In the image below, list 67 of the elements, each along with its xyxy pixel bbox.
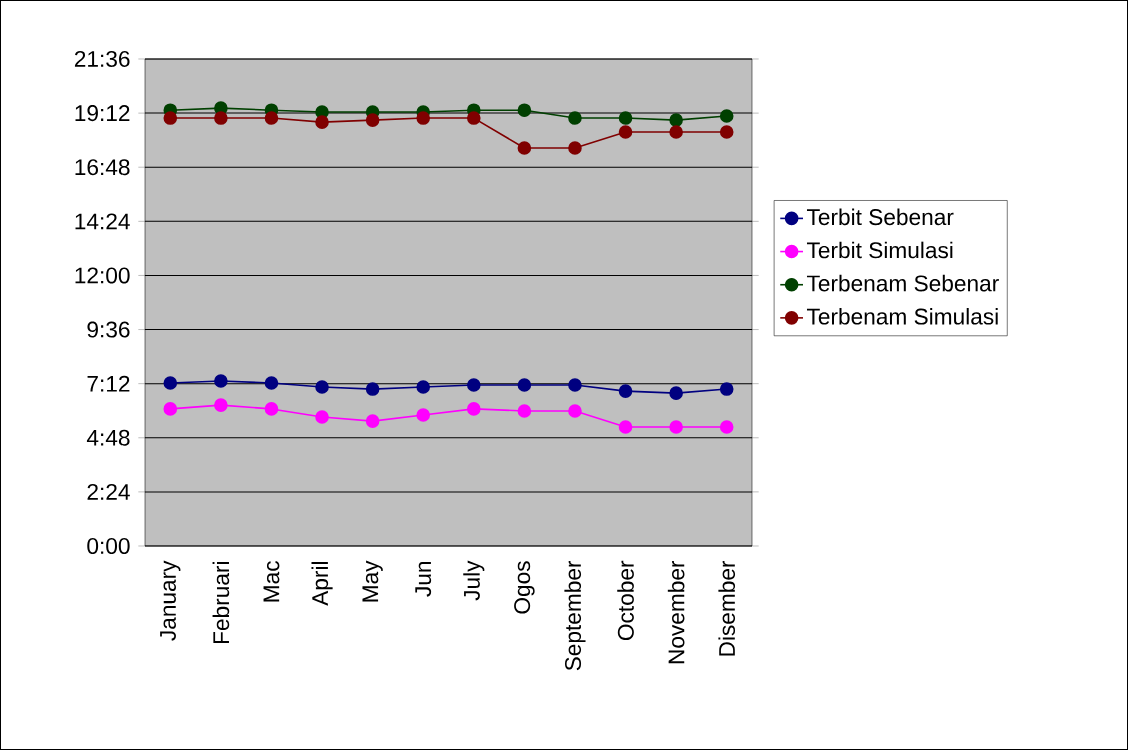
legend-label: Terbit Simulasi [806,241,953,259]
point [264,111,279,125]
x-tick-label: Jun [415,561,432,597]
x-tick-label: October [617,560,634,641]
y-tick-label: 4:48 [86,429,130,446]
point [618,420,633,434]
point [669,113,683,127]
point [568,378,582,392]
point [416,408,431,422]
point [568,111,582,125]
x-tick-label: Disember [718,560,736,656]
point [669,420,683,434]
point [517,141,532,155]
point [264,402,279,416]
legend-label: Terbit Sebenar [806,208,954,226]
point [466,402,481,416]
point [416,111,431,125]
point [214,398,228,412]
point [466,378,481,392]
x-tick-label: November [667,560,685,664]
y-tick-label: 9:36 [87,321,130,338]
y-tick-label: 12:00 [75,267,130,284]
x-tick-label: Ogos [514,561,535,614]
legend-label: Terbenam Sebenar [806,274,999,292]
x-tick-label: July [463,560,485,601]
x-tick-label: January [160,560,181,641]
y-tick-label: 21:36 [74,50,130,68]
point [719,420,734,434]
x-tick-label: April [311,562,333,606]
legend-label: Terbenam Simulasi [806,307,998,325]
point [416,380,431,394]
point [315,380,329,394]
point [517,103,532,117]
point [669,125,683,139]
point [163,111,178,125]
y-tick-label: 19:12 [75,105,130,122]
point [568,404,582,418]
x-tick-label: May [362,560,383,602]
point [618,111,633,125]
y-tick-label: 0:00 [87,537,130,555]
point [517,378,532,392]
point [315,410,329,424]
point [618,125,633,139]
point [568,141,582,155]
point [214,111,228,125]
point [466,111,481,125]
point [517,404,532,418]
x-tick-label: Mac [263,561,280,602]
y-tick-label: 7:12 [87,375,130,392]
y-tick-label: 14:24 [75,213,130,230]
point [163,376,178,390]
x-tick-label: September [564,560,586,671]
y-tick-label: 16:48 [75,159,130,176]
point [618,384,633,398]
y-tick-label: 2:24 [87,483,130,500]
point [719,109,734,123]
point [163,402,178,416]
point [719,382,734,396]
x-tick-label: Februari [212,562,230,644]
point [365,414,380,428]
point [719,125,734,139]
point [669,386,683,400]
point [365,113,380,127]
point [264,376,279,390]
point [315,115,329,129]
point [214,374,228,388]
point [365,382,380,396]
